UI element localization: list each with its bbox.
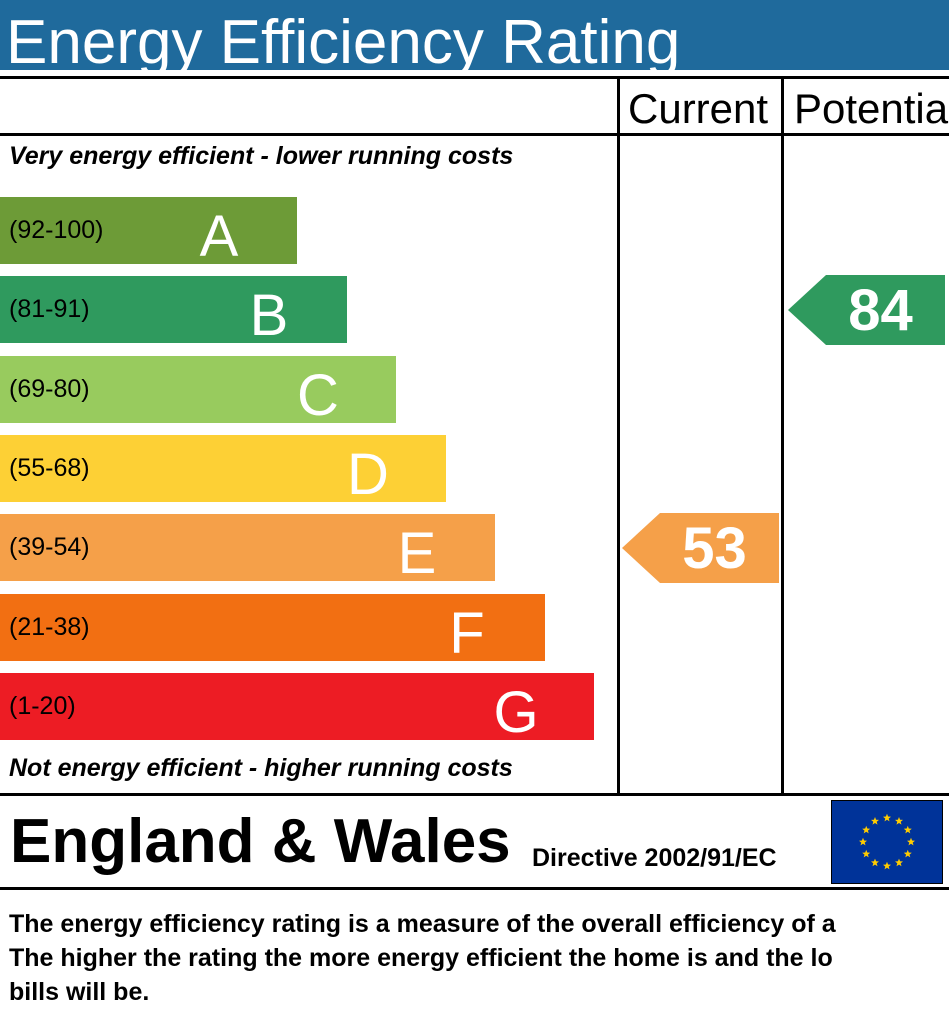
current-column-divider: [617, 76, 620, 796]
top-caption: Very energy efficient - lower running co…: [9, 142, 514, 170]
band-letter: E: [397, 521, 437, 581]
current-arrow-shape: [622, 513, 779, 583]
band-range-label: (1-20): [9, 692, 76, 720]
star-icon: [883, 861, 891, 870]
band-letter: F: [449, 601, 485, 661]
description-line: The higher the rating the more energy ef…: [9, 944, 833, 972]
description-line: bills will be.: [9, 978, 150, 1006]
band-range-label: (39-54): [9, 533, 90, 561]
star-icon: [862, 825, 871, 834]
rating-table: [0, 76, 949, 796]
band-f: (21-38) F: [0, 594, 545, 661]
star-icon: [859, 837, 867, 846]
star-icon: [862, 849, 871, 858]
page-title: Energy Efficiency Rating: [6, 8, 681, 74]
band-range-label: (92-100): [9, 216, 104, 244]
potential-rating-value: 84: [848, 277, 913, 343]
potential-column-header: Potentia: [794, 85, 949, 132]
footer-box: [0, 796, 949, 890]
title-bar: Energy Efficiency Rating: [0, 0, 949, 74]
band-range-label: (55-68): [9, 454, 90, 482]
directive-label: Directive 2002/91/EC: [532, 844, 777, 872]
band-g: (1-20) G: [0, 673, 594, 740]
star-icon: [895, 858, 903, 867]
potential-rating-arrow: 84: [788, 275, 945, 345]
header-divider: [0, 133, 949, 136]
description: The energy efficiency rating is a measur…: [9, 907, 949, 1009]
band-letter: G: [493, 680, 539, 740]
region-label: England & Wales: [10, 807, 511, 876]
band-letter: B: [249, 283, 289, 343]
band-range-label: (69-80): [9, 375, 90, 403]
band-c: (69-80) C: [0, 356, 396, 423]
star-icon: [895, 817, 903, 825]
band-range-label: (21-38): [9, 613, 90, 641]
bottom-caption: Not energy efficient - higher running co…: [9, 754, 513, 782]
title-divider: [0, 70, 949, 74]
description-line: The energy efficiency rating is a measur…: [9, 910, 836, 938]
band-letter: C: [297, 363, 339, 423]
current-rating-value: 53: [682, 515, 747, 581]
star-icon: [903, 825, 912, 834]
eu-stars: [859, 813, 915, 870]
star-icon: [903, 849, 912, 858]
band-b: (81-91) B: [0, 276, 347, 343]
star-icon: [883, 813, 891, 822]
star-icon: [871, 817, 879, 825]
current-column-header: Current: [628, 85, 769, 132]
star-icon: [871, 858, 879, 867]
band-a: (92-100) A: [0, 197, 297, 264]
band-letter: D: [347, 442, 389, 502]
band-letter: A: [199, 204, 239, 264]
potential-arrow-shape: [788, 275, 945, 345]
band-range-label: (81-91): [9, 295, 90, 323]
band-e: (39-54) E: [0, 514, 495, 581]
band-d: (55-68) D: [0, 435, 446, 502]
current-rating-arrow: 53: [622, 513, 779, 583]
star-icon: [907, 837, 915, 846]
potential-column-divider: [781, 76, 784, 796]
eu-flag-icon: [831, 800, 943, 884]
